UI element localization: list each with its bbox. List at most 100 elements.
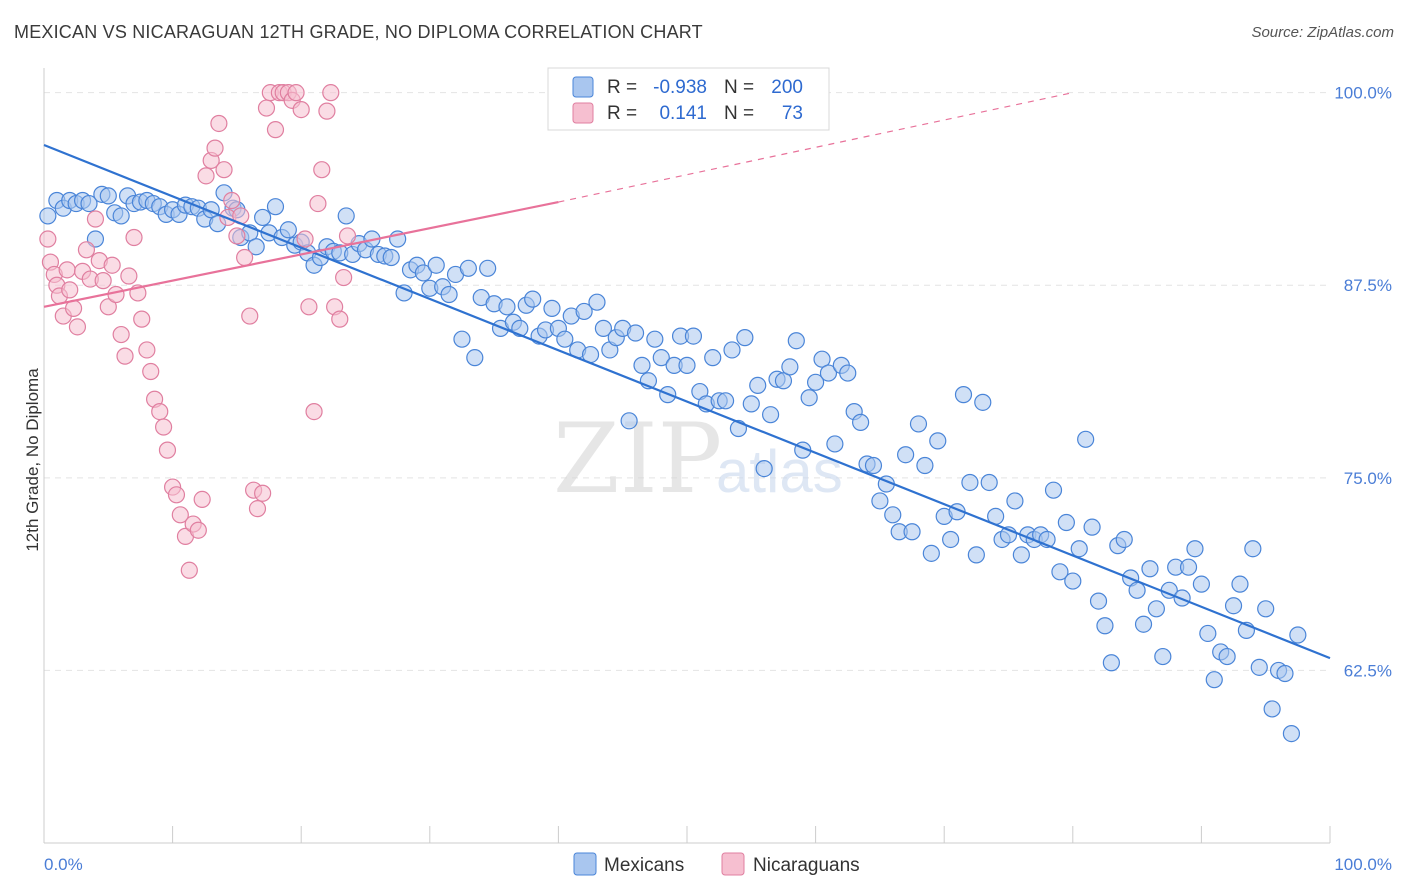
point-mexicans — [723, 341, 741, 359]
point-nicaraguans — [296, 230, 314, 248]
point-nicaraguans — [86, 210, 105, 228]
point-mexicans — [1012, 546, 1030, 564]
y-axis-title: 12th Grade, No Diploma — [23, 368, 42, 552]
point-nicaraguans — [58, 261, 76, 279]
point-nicaraguans — [197, 167, 215, 185]
point-mexicans — [787, 332, 805, 350]
point-mexicans — [1289, 626, 1307, 644]
legend-n-label-2: N = — [724, 103, 754, 124]
point-mexicans — [337, 207, 355, 225]
legend-r-label-1: R = — [607, 77, 637, 98]
point-nicaraguans — [300, 298, 318, 316]
watermark-atlas: atlas — [716, 438, 843, 505]
point-mexicans — [80, 194, 98, 213]
point-nicaraguans — [254, 484, 272, 502]
bottom-legend-swatch-mexicans — [573, 852, 597, 876]
point-mexicans — [1154, 647, 1172, 666]
point-mexicans — [1057, 513, 1075, 532]
point-mexicans — [440, 285, 458, 304]
bottom-legend-swatch-nicaraguans — [721, 852, 745, 876]
point-mexicans — [678, 356, 696, 374]
bottom-legend-label-nicaraguans: Nicaraguans — [753, 855, 860, 876]
point-mexicans — [839, 364, 857, 382]
point-mexicans — [774, 372, 793, 390]
point-mexicans — [39, 207, 57, 225]
axes-layer: 62.5% 75.0% 87.5% 100.0% 0.0% 100.0% — [43, 68, 1392, 874]
point-nicaraguans — [68, 318, 87, 336]
point-mexicans — [575, 302, 593, 321]
point-mexicans — [852, 413, 870, 431]
point-mexicans — [427, 256, 445, 274]
point-mexicans — [594, 319, 613, 337]
point-mexicans — [864, 456, 883, 475]
point-nicaraguans — [133, 310, 151, 328]
point-mexicans — [980, 473, 998, 492]
point-mexicans — [620, 412, 638, 430]
point-mexicans — [916, 456, 934, 475]
point-mexicans — [626, 324, 645, 342]
point-nicaraguans — [125, 228, 143, 247]
point-nicaraguans — [335, 268, 353, 287]
point-nicaraguans — [206, 139, 224, 157]
point-mexicans — [942, 530, 960, 549]
point-mexicans — [1051, 563, 1069, 581]
point-mexicans — [414, 264, 432, 282]
point-nicaraguans — [61, 281, 79, 299]
point-mexicans — [646, 330, 664, 348]
point-mexicans — [382, 248, 400, 267]
legend-r-label-2: R = — [607, 103, 637, 124]
point-nicaraguans — [107, 285, 125, 304]
point-mexicans — [453, 330, 471, 348]
point-mexicans — [781, 358, 799, 376]
x-tick-label-max: 100.0% — [1334, 855, 1392, 874]
point-mexicans — [800, 389, 818, 407]
point-mexicans — [903, 523, 921, 541]
point-mexicans — [922, 544, 940, 562]
point-mexicans — [755, 459, 773, 478]
trend-line-nicaraguans-extension — [558, 92, 1073, 203]
point-nicaraguans — [151, 402, 169, 421]
legend-n-value-2: 73 — [782, 103, 803, 124]
point-mexicans — [1179, 558, 1198, 576]
point-mexicans — [633, 356, 651, 374]
point-mexicans — [961, 473, 979, 492]
legend-n-value-1: 200 — [771, 77, 803, 98]
point-mexicans — [1250, 658, 1268, 676]
point-mexicans — [479, 259, 497, 277]
trend-layer — [43, 92, 1331, 660]
point-mexicans — [1077, 430, 1095, 448]
point-nicaraguans — [248, 500, 267, 518]
point-mexicans — [1006, 492, 1024, 510]
trend-line-mexicans — [43, 144, 1331, 660]
point-mexicans — [266, 198, 285, 216]
point-mexicans — [466, 349, 484, 367]
point-mexicans — [1199, 624, 1217, 643]
legend-swatch-nicaraguans — [572, 102, 594, 124]
y-tick-label: 100.0% — [1334, 84, 1392, 103]
point-nicaraguans — [309, 194, 327, 213]
point-nicaraguans — [158, 441, 177, 459]
point-mexicans — [749, 376, 767, 394]
point-mexicans — [967, 546, 985, 564]
point-nicaraguans — [228, 227, 246, 245]
point-mexicans — [806, 373, 825, 391]
point-nicaraguans — [180, 561, 198, 579]
point-mexicans — [1244, 540, 1262, 558]
point-mexicans — [1276, 664, 1294, 683]
point-nicaraguans — [94, 272, 112, 290]
point-nicaraguans — [338, 227, 357, 245]
point-nicaraguans — [138, 341, 156, 359]
y-tick-label: 62.5% — [1344, 661, 1392, 680]
point-mexicans — [813, 350, 831, 368]
point-nicaraguans — [215, 161, 233, 179]
point-mexicans — [929, 432, 947, 450]
point-mexicans — [1224, 597, 1243, 615]
point-nicaraguans — [241, 307, 259, 325]
y-tick-label: 87.5% — [1344, 276, 1392, 295]
point-nicaraguans — [189, 521, 207, 539]
point-mexicans — [871, 492, 889, 510]
point-nicaraguans — [171, 506, 189, 524]
point-mexicans — [736, 329, 754, 347]
